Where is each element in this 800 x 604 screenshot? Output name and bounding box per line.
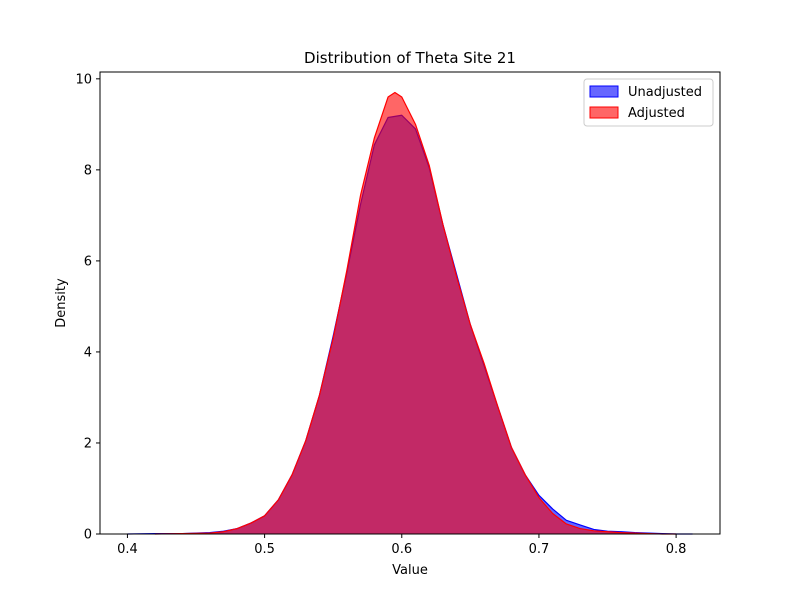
y-tick-label: 4 — [84, 345, 92, 360]
legend-swatch-0 — [589, 85, 619, 98]
series-area-1 — [154, 92, 677, 534]
legend-label-0: Unadjusted — [628, 85, 702, 100]
x-tick-label: 0.4 — [117, 542, 138, 557]
chart-title: Distribution of Theta Site 21 — [304, 49, 516, 67]
x-tick-label: 0.7 — [529, 542, 550, 557]
y-tick-label: 2 — [84, 436, 92, 451]
y-tick-label: 10 — [75, 72, 92, 87]
x-tick-label: 0.6 — [391, 542, 412, 557]
x-tick-label: 0.5 — [254, 542, 275, 557]
y-tick-label: 6 — [84, 254, 92, 269]
legend-swatch-1 — [589, 106, 619, 119]
axes-layer: 0.4 0.5 0.6 0.7 0.8 0 2 4 6 8 10 Distribution of Th… — [54, 49, 721, 578]
x-axis-label: Value — [392, 563, 428, 578]
x-tick-label: 0.8 — [666, 542, 687, 557]
y-tick-label: 0 — [84, 528, 92, 543]
y-tick-label: 8 — [84, 163, 92, 178]
series-line-1 — [154, 91, 677, 535]
series-layer — [127, 91, 693, 535]
legend: Unadjusted Adjusted — [583, 78, 714, 127]
legend-label-1: Adjusted — [628, 106, 685, 121]
y-axis-label: Density — [54, 278, 69, 328]
plot-frame — [99, 71, 721, 535]
